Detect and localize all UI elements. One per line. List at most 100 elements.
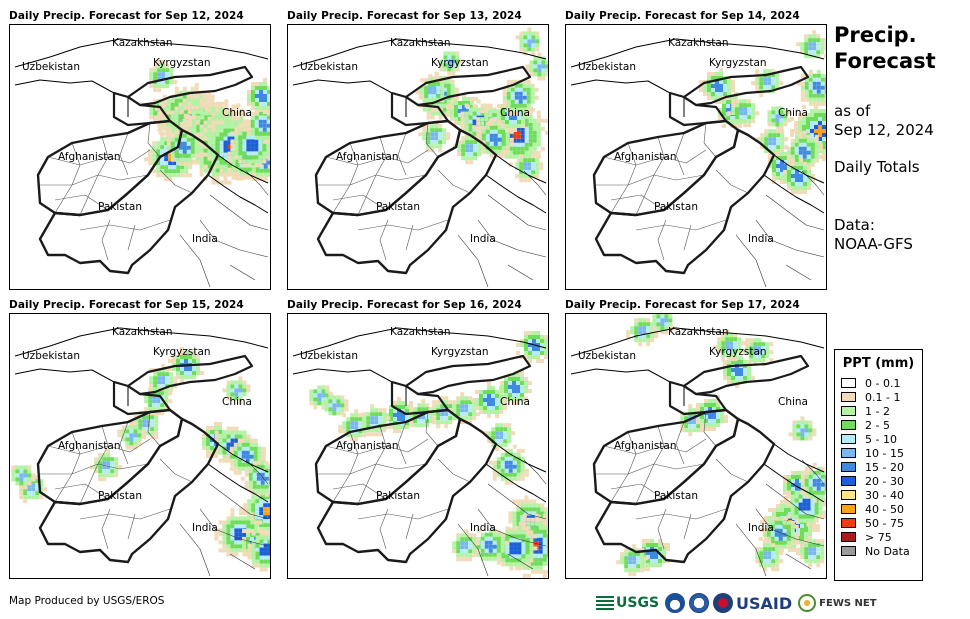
country-label-kyrgyzstan: Kyrgyzstan: [153, 57, 211, 69]
legend-item: 5 - 10: [841, 432, 922, 446]
province-border: [318, 174, 427, 186]
fewsnet-logo: FEWS NET: [798, 594, 877, 612]
legend-label: 5 - 10: [865, 432, 897, 446]
data-line2: NOAA-GFS: [834, 235, 913, 253]
state-border: [457, 234, 489, 288]
province-border: [79, 508, 171, 520]
state-border: [199, 219, 269, 258]
precip-map: Kazakhstan Uzbekistan Kyrgyzstan China Afgha…: [287, 313, 549, 579]
forecast-panel: Daily Precip. Forecast for Sep 17, 2024 K…: [565, 299, 827, 579]
forecast-panel: Daily Precip. Forecast for Sep 16, 2024 K…: [287, 299, 549, 579]
map-svg: [11, 327, 270, 577]
country-label-afghanistan: Afghanistan: [58, 440, 121, 452]
india-border: [763, 174, 825, 214]
legend-label: 40 - 50: [865, 502, 904, 516]
state-border: [507, 264, 534, 281]
precip-cluster: [247, 531, 270, 572]
country-label-kazakhstan: Kazakhstan: [668, 326, 729, 338]
precip-cluster: [500, 369, 532, 405]
state-border: [229, 553, 256, 570]
legend-swatch: [841, 518, 856, 528]
province-border: [610, 431, 637, 503]
precip-cluster: [525, 52, 548, 81]
province-border: [147, 122, 161, 158]
india-border: [485, 174, 547, 214]
precip-cluster: [362, 404, 391, 437]
uzbekistan-border: [570, 79, 685, 117]
province-border: [357, 425, 387, 505]
legend-item: No Data: [841, 544, 922, 558]
precip-cluster: [713, 329, 746, 362]
legend-label: 0.1 - 1: [865, 390, 901, 404]
precip-map: Kazakhstan Uzbekistan Kyrgyzstan China Afgha…: [565, 24, 827, 290]
province-border: [119, 421, 129, 465]
precip-cluster: [247, 78, 270, 114]
precip-cluster: [452, 529, 481, 562]
legend-item: 50 - 75: [841, 516, 922, 530]
state-border: [785, 553, 812, 570]
country-label-china: China: [222, 107, 252, 119]
province-border: [635, 508, 727, 520]
province-border: [54, 483, 109, 500]
province-border: [54, 194, 109, 211]
data-line1: Data:: [834, 216, 875, 234]
map-svg: [292, 27, 548, 288]
precip-cluster: [488, 444, 529, 485]
precip-cluster: [767, 106, 792, 131]
country-label-kazakhstan: Kazakhstan: [668, 37, 729, 49]
usaid-seal-icon: [713, 593, 734, 613]
asof-line2: Sep 12, 2024: [834, 121, 934, 139]
legend-item: 20 - 30: [841, 474, 922, 488]
india-border: [763, 463, 825, 503]
province-border: [325, 438, 429, 455]
province-border: [397, 132, 407, 176]
precip-cluster: [439, 51, 464, 76]
india-border: [485, 463, 547, 503]
country-label-pakistan: Pakistan: [654, 490, 698, 502]
state-border: [477, 508, 547, 547]
map-svg: [570, 314, 826, 577]
legend-label: 0 - 0.1: [865, 376, 901, 390]
pakistan-border: [594, 128, 776, 275]
pakistan-border: [38, 417, 220, 564]
province-border: [325, 149, 429, 166]
country-label-pakistan: Pakistan: [98, 201, 142, 213]
province-border: [40, 174, 149, 186]
forecast-panel: Daily Precip. Forecast for Sep 15, 2024 K…: [9, 299, 271, 579]
precip-cluster: [515, 27, 540, 56]
usaid-logo-text: USAID: [736, 593, 793, 613]
country-label-afghanistan: Afghanistan: [614, 440, 677, 452]
precip-cluster: [90, 449, 123, 482]
map-credit: Map Produced by USGS/EROS: [9, 595, 165, 607]
precip-cluster: [626, 318, 659, 347]
country-label-india: India: [470, 233, 496, 245]
province-border: [79, 425, 109, 505]
legend-label: No Data: [865, 544, 910, 558]
pakistan-border: [594, 417, 776, 564]
uzbekistan-border: [292, 79, 407, 117]
state-border: [487, 194, 547, 231]
uzbekistan-border: [14, 79, 129, 117]
province-border: [379, 508, 389, 550]
province-border: [657, 508, 667, 550]
kyrgyzstan-border: [404, 354, 532, 396]
country-label-kyrgyzstan: Kyrgyzstan: [153, 346, 211, 358]
province-border: [610, 142, 637, 214]
province-border: [318, 463, 427, 475]
province-border: [610, 483, 665, 500]
legend-item: 0 - 0.1: [841, 376, 922, 390]
province-border: [119, 132, 129, 176]
precip-cluster: [11, 465, 36, 490]
province-border: [635, 425, 665, 505]
country-label-kazakhstan: Kazakhstan: [390, 326, 451, 338]
province-border: [437, 458, 471, 483]
country-label-india: India: [192, 522, 218, 534]
country-label-india: India: [748, 522, 774, 534]
state-border: [229, 264, 256, 281]
state-border: [755, 508, 825, 547]
province-border: [715, 169, 749, 194]
province-border: [79, 219, 171, 231]
kazakhstan-border: [570, 327, 825, 357]
